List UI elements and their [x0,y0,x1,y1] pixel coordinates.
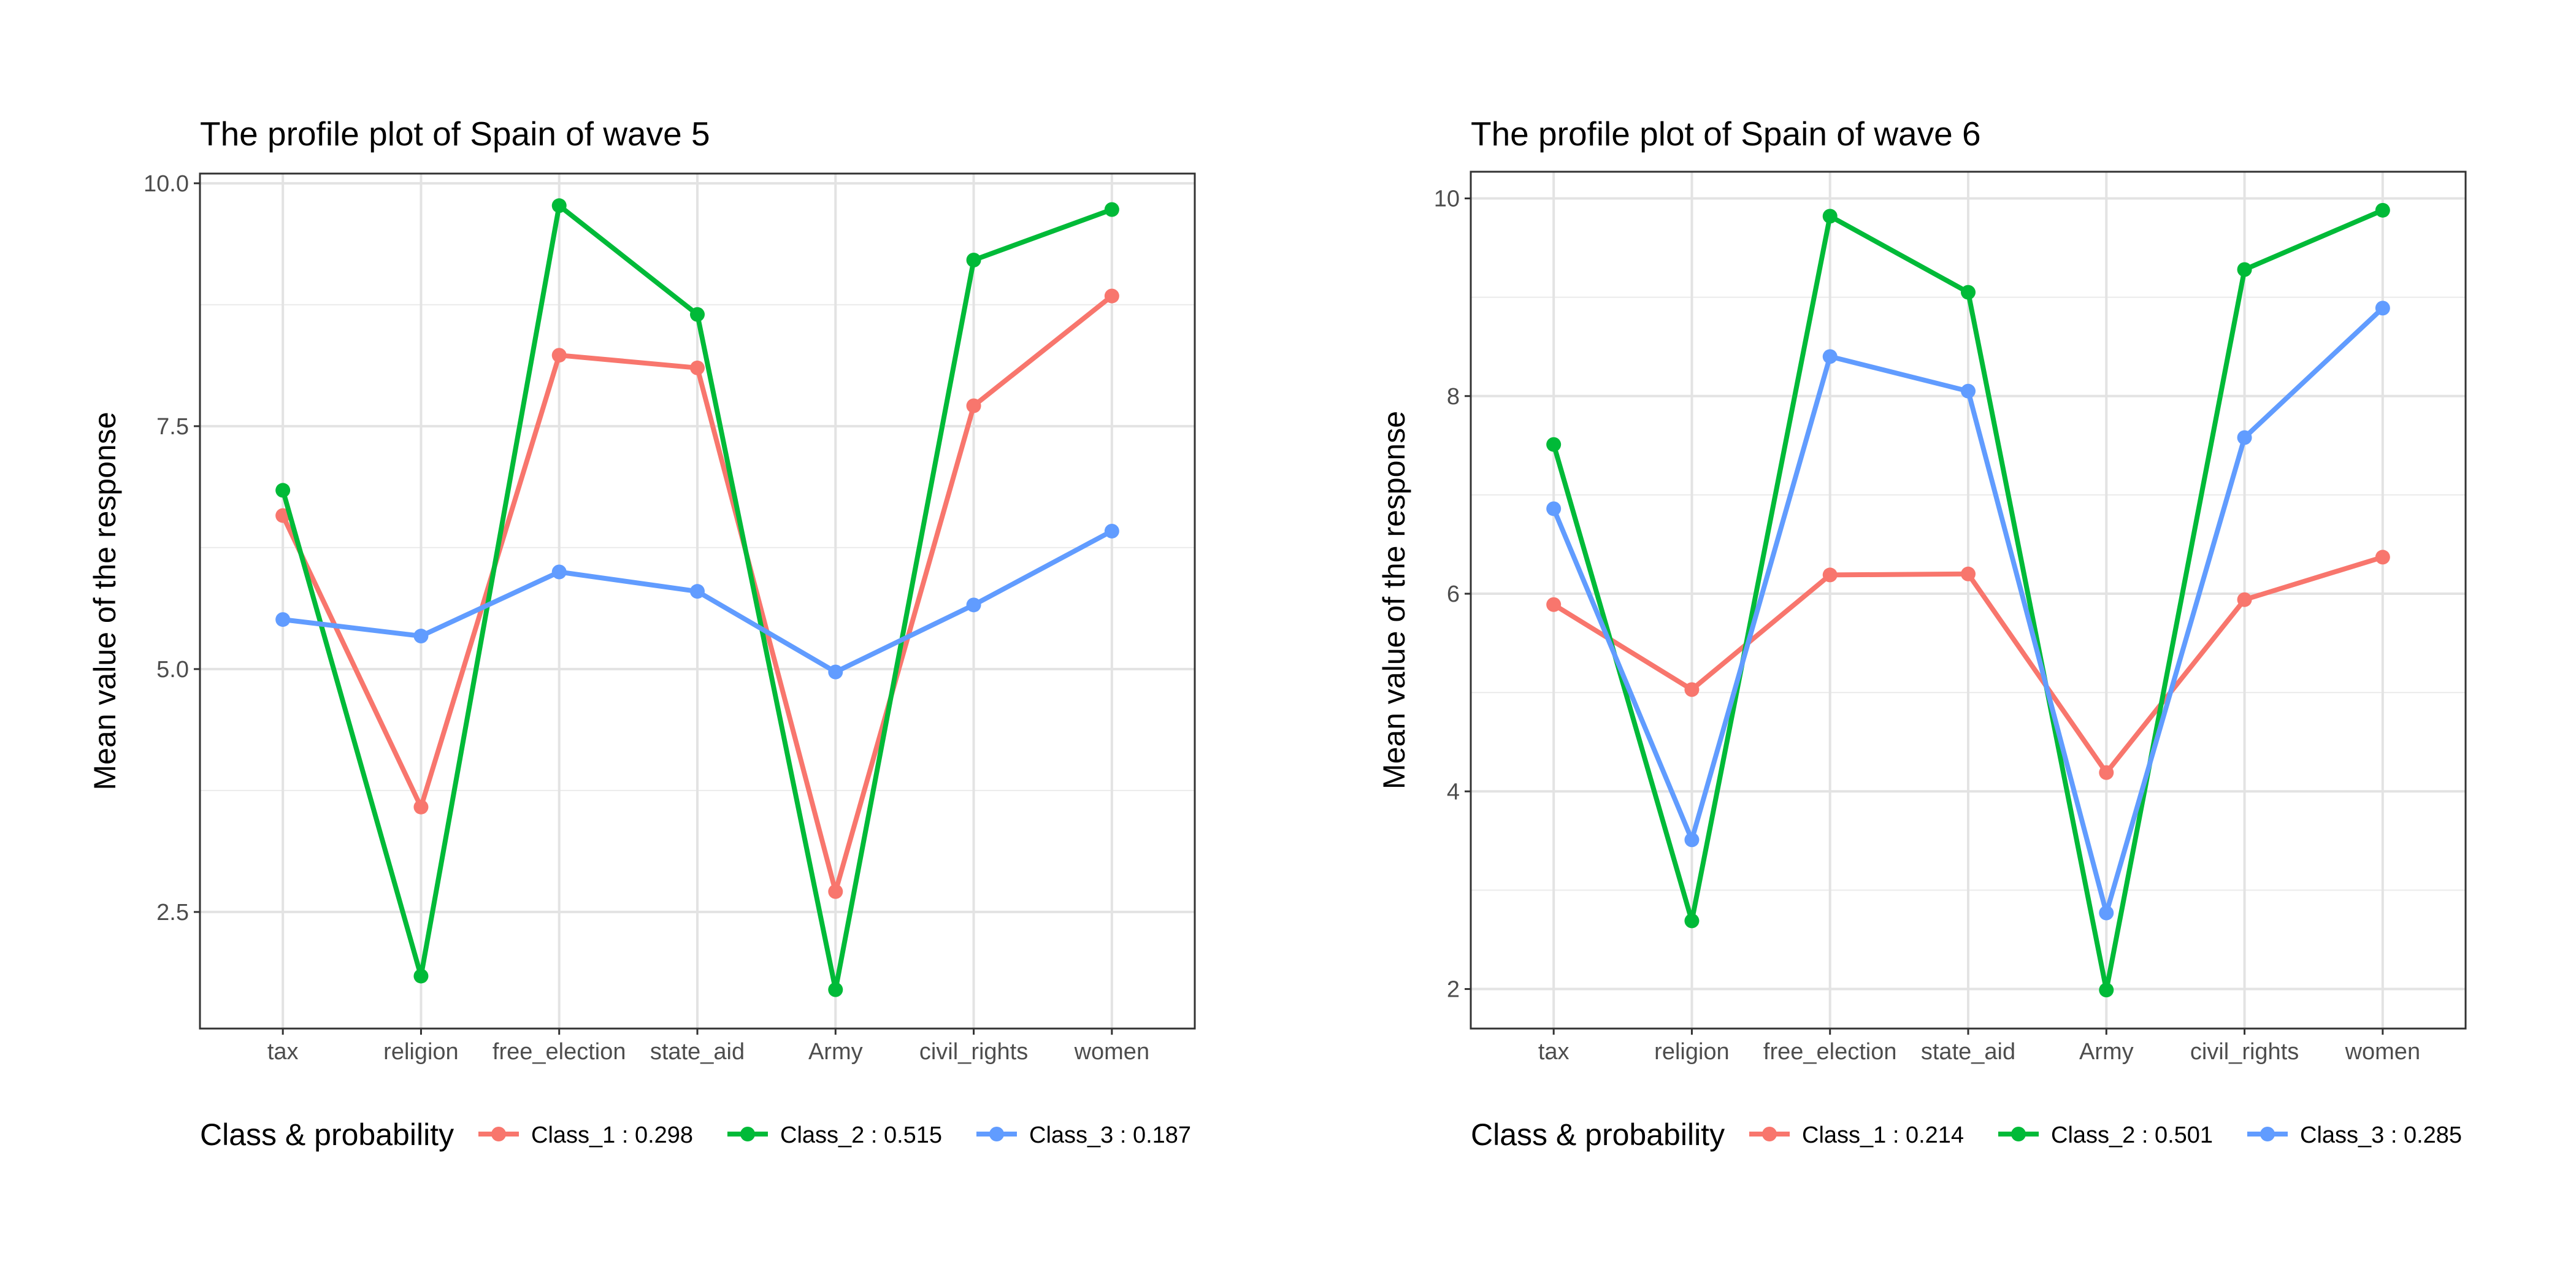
data-point [275,483,291,498]
x-tick-label: state_aid [1921,1039,2015,1065]
data-point [966,398,981,413]
legend-label: Class_1 : 0.298 [531,1122,693,1148]
legend-label: Class_2 : 0.501 [2051,1122,2213,1148]
data-point [2099,905,2114,921]
chart-1: 2.5 5.0 7.5 10.0 tax religion free_election sta… [88,115,1196,1152]
data-point [1104,288,1119,304]
data-point [966,597,981,613]
panel-border [1470,171,2467,1030]
data-point [1546,501,1562,516]
data-point [1546,437,1562,452]
legend-key-point [491,1127,506,1141]
legend-item: Class_2 : 0.515 [727,1122,942,1148]
chart-2: 2 4 6 8 10 tax religion free_election state_aid A… [1377,115,2467,1152]
data-point [1961,285,1976,300]
legend-key-point [1762,1127,1777,1141]
data-point [551,198,567,213]
y-tick-label: 10 [1434,186,1460,212]
chart-title: The profile plot of Spain of wave 6 [1471,115,1981,153]
y-tick-label: 4 [1447,779,1460,805]
data-point [275,612,291,627]
legend-title: Class & probability [200,1117,454,1152]
data-point [1104,523,1119,539]
y-tick-label: 8 [1447,384,1460,410]
data-point [2375,202,2390,218]
data-point [1822,567,1838,583]
data-point [1546,597,1562,612]
y-tick-label: 2 [1447,977,1460,1003]
legend-key-point [2011,1127,2026,1141]
legend: Class & probability Class_1 : 0.214 Class_… [1471,1117,2462,1152]
legend-key-point [2260,1127,2275,1141]
legend-label: Class_1 : 0.214 [1802,1122,1964,1148]
data-point [1822,349,1838,364]
x-tick-label: civil_rights [2190,1039,2299,1065]
legend-label: Class_3 : 0.285 [2300,1122,2462,1148]
legend: Class & probability Class_1 : 0.298 Class_… [200,1117,1191,1152]
legend-key-point [740,1127,755,1141]
panel-border [199,172,1196,1030]
legend-item: Class_3 : 0.285 [2247,1122,2462,1148]
x-tick-label: religion [1654,1039,1730,1065]
x-tick-label: free_election [493,1039,626,1065]
y-tick-label: 7.5 [156,414,189,440]
data-point [690,360,705,375]
x-tick-label: Army [808,1039,863,1065]
x-tick-label: religion [383,1039,459,1065]
data-point [1684,913,1700,929]
y-tick-label: 10.0 [144,171,189,197]
legend-key-point [989,1127,1004,1141]
data-point [2375,301,2390,316]
data-point [2237,262,2252,277]
y-axis-label: Mean value of the response [1377,411,1411,789]
legend-item: Class_3 : 0.187 [976,1122,1191,1148]
data-point [966,252,981,267]
data-point [1822,209,1838,224]
data-point [413,799,429,815]
y-tick-label: 6 [1447,581,1460,607]
data-point [2237,592,2252,607]
x-tick-label: civil_rights [919,1039,1028,1065]
data-point [413,629,429,644]
data-point [1684,832,1700,848]
x-tick-label: women [2345,1039,2421,1065]
legend-item: Class_1 : 0.214 [1749,1122,1964,1148]
data-point [2375,550,2390,565]
data-point [2237,430,2252,445]
data-point [1684,682,1700,697]
legend-label: Class_3 : 0.187 [1029,1122,1191,1148]
x-tick-label: Army [2079,1039,2134,1065]
data-point [1104,202,1119,217]
legend-item: Class_2 : 0.501 [1998,1122,2213,1148]
y-axis-label: Mean value of the response [88,412,122,790]
data-point [2099,983,2114,998]
x-tick-label: women [1074,1039,1150,1065]
legend-label: Class_2 : 0.515 [780,1122,942,1148]
y-tick-label: 2.5 [156,900,189,926]
x-tick-label: state_aid [650,1039,745,1065]
y-tick-label: 5.0 [156,657,189,683]
legend-title: Class & probability [1471,1117,1725,1152]
data-point [828,982,843,997]
legend-item: Class_1 : 0.298 [478,1122,693,1148]
x-tick-label: tax [1538,1039,1570,1065]
data-point [551,564,567,580]
data-point [1961,383,1976,399]
x-tick-label: free_election [1763,1039,1897,1065]
data-point [690,584,705,599]
chart-title: The profile plot of Spain of wave 5 [200,115,710,153]
data-point [551,348,567,363]
data-point [828,664,843,680]
data-point [413,968,429,984]
data-point [2099,765,2114,780]
data-point [690,307,705,322]
x-tick-label: tax [267,1039,299,1065]
data-point [1961,566,1976,581]
data-point [828,884,843,899]
